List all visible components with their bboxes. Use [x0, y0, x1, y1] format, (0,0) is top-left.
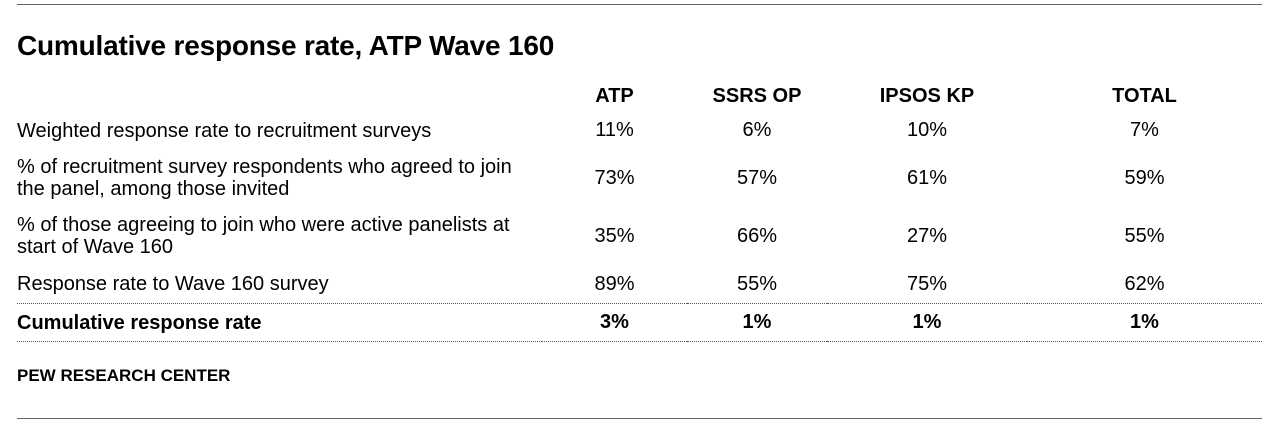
cell-total: 62% [1124, 272, 1165, 295]
row-label: % of recruitment survey respondents who … [17, 156, 512, 200]
cell-total: 7% [1130, 119, 1159, 141]
cell-atp: 11% [595, 119, 634, 141]
cell-atp: 35% [594, 224, 635, 247]
table-row: % of those agreeing to join who were act… [17, 207, 1262, 265]
cell-total: 55% [1124, 224, 1165, 247]
cell-ssrs-op: 55% [736, 272, 778, 295]
page-title: Cumulative response rate, ATP Wave 160 [17, 30, 555, 61]
header-ssrs-op: SSRS OP [712, 84, 802, 107]
cell-ssrs-op: 66% [736, 224, 778, 247]
header-empty [17, 80, 542, 112]
cell-ssrs-op: 1% [687, 303, 827, 342]
cell-atp: 89% [594, 272, 635, 295]
table-row: Weighted response rate to recruitment su… [17, 112, 1262, 149]
source-label: PEW RESEARCH CENTER [17, 366, 231, 385]
cumulative-row: Cumulative response rate 3% 1% 1% 1% [17, 303, 1262, 342]
table-row: % of recruitment survey respondents who … [17, 149, 1262, 207]
cell-ipsos-kp: 75% [906, 272, 948, 295]
cell-ipsos-kp: 27% [906, 224, 948, 247]
cell-ssrs-op: 6% [742, 119, 772, 141]
cell-atp: 73% [594, 166, 635, 189]
cell-ipsos-kp: 61% [906, 166, 948, 189]
cell-atp: 3% [542, 303, 687, 342]
row-label: Cumulative response rate [17, 303, 542, 342]
cell-total: 59% [1124, 166, 1165, 189]
cell-ipsos-kp: 10% [906, 119, 948, 141]
header-ipsos-kp: IPSOS KP [879, 84, 975, 107]
header-atp: ATP [595, 84, 634, 107]
cell-ssrs-op: 57% [736, 166, 778, 189]
table-row: Response rate to Wave 160 survey 89% 55%… [17, 265, 1262, 304]
table-header-row: ATP SSRS OP IPSOS KP TOTAL [17, 80, 1262, 112]
cell-total: 1% [1027, 303, 1262, 342]
row-label: Weighted response rate to recruitment su… [17, 119, 432, 142]
row-label: Response rate to Wave 160 survey [17, 273, 329, 295]
top-rule [17, 4, 1262, 5]
response-rate-table: ATP SSRS OP IPSOS KP TOTAL Weighted resp… [17, 80, 1262, 342]
row-label: % of those agreeing to join who were act… [17, 214, 510, 258]
cell-ipsos-kp: 1% [827, 303, 1027, 342]
bottom-rule [17, 418, 1262, 419]
header-total: TOTAL [1112, 84, 1177, 107]
